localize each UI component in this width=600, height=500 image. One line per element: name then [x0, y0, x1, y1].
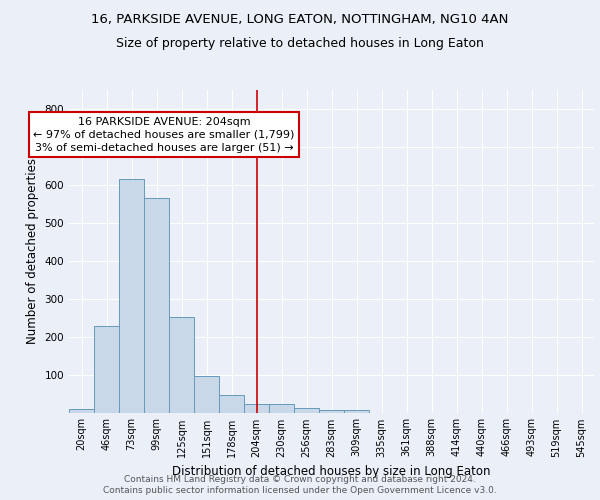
- Text: Contains HM Land Registry data © Crown copyright and database right 2024.: Contains HM Land Registry data © Crown c…: [124, 475, 476, 484]
- X-axis label: Distribution of detached houses by size in Long Eaton: Distribution of detached houses by size …: [172, 465, 491, 478]
- Bar: [244, 404, 269, 412]
- Text: Size of property relative to detached houses in Long Eaton: Size of property relative to detached ho…: [116, 38, 484, 51]
- Bar: [94, 326, 119, 412]
- Bar: [119, 179, 144, 412]
- Y-axis label: Number of detached properties: Number of detached properties: [26, 158, 39, 344]
- Bar: [319, 410, 344, 412]
- Text: 16 PARKSIDE AVENUE: 204sqm
← 97% of detached houses are smaller (1,799)
3% of se: 16 PARKSIDE AVENUE: 204sqm ← 97% of deta…: [34, 116, 295, 153]
- Bar: [219, 395, 244, 412]
- Bar: [269, 404, 294, 412]
- Text: Contains public sector information licensed under the Open Government Licence v3: Contains public sector information licen…: [103, 486, 497, 495]
- Bar: [194, 376, 219, 412]
- Text: 16, PARKSIDE AVENUE, LONG EATON, NOTTINGHAM, NG10 4AN: 16, PARKSIDE AVENUE, LONG EATON, NOTTING…: [91, 12, 509, 26]
- Bar: [169, 316, 194, 412]
- Bar: [294, 408, 319, 412]
- Bar: [69, 408, 94, 412]
- Bar: [144, 198, 169, 412]
- Bar: [344, 410, 369, 412]
